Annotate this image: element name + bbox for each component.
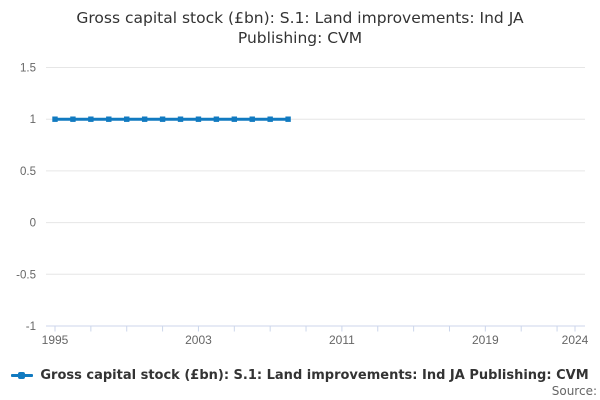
source-label: Source: (551, 384, 597, 398)
x-axis-tick-label: 2024 (562, 333, 589, 347)
legend-label: Gross capital stock (£bn): S.1: Land imp… (40, 367, 589, 383)
data-point-marker[interactable] (88, 116, 94, 122)
legend-marker-icon (18, 371, 26, 379)
x-axis-tick-label: 2011 (329, 333, 355, 347)
y-axis-tick-label: 1.5 (20, 63, 36, 75)
y-axis-tick-label: 0 (30, 218, 36, 230)
data-point-marker[interactable] (177, 116, 184, 122)
legend-item[interactable]: Gross capital stock (£bn): S.1: Land imp… (11, 367, 589, 383)
data-point-marker[interactable] (249, 116, 255, 122)
x-axis-tick-label: 2019 (472, 333, 499, 347)
data-point-marker[interactable] (106, 116, 112, 122)
y-axis-tick-label: 1 (30, 114, 36, 126)
y-axis-tick-label: -1 (26, 321, 36, 333)
legend-line-marker-icon (11, 371, 34, 380)
data-point-marker[interactable] (267, 116, 273, 122)
x-axis-tick-label: 1995 (42, 333, 69, 347)
legend: Gross capital stock (£bn): S.1: Land imp… (0, 366, 600, 384)
data-point-marker[interactable] (195, 116, 202, 122)
data-point-marker[interactable] (70, 116, 76, 122)
data-point-marker[interactable] (141, 116, 148, 122)
data-point-marker[interactable] (213, 116, 220, 122)
data-point-marker[interactable] (124, 116, 130, 122)
data-point-marker[interactable] (52, 116, 58, 122)
chart-title: Gross capital stock (£bn): S.1: Land imp… (76, 9, 524, 48)
x-axis-tick-label: 2003 (185, 333, 212, 347)
data-point-marker[interactable] (159, 116, 166, 122)
y-axis-tick-label: 0.5 (20, 166, 36, 178)
data-point-marker[interactable] (231, 116, 238, 122)
data-point-marker[interactable] (285, 116, 291, 122)
y-axis-tick-label: -0.5 (16, 269, 36, 281)
